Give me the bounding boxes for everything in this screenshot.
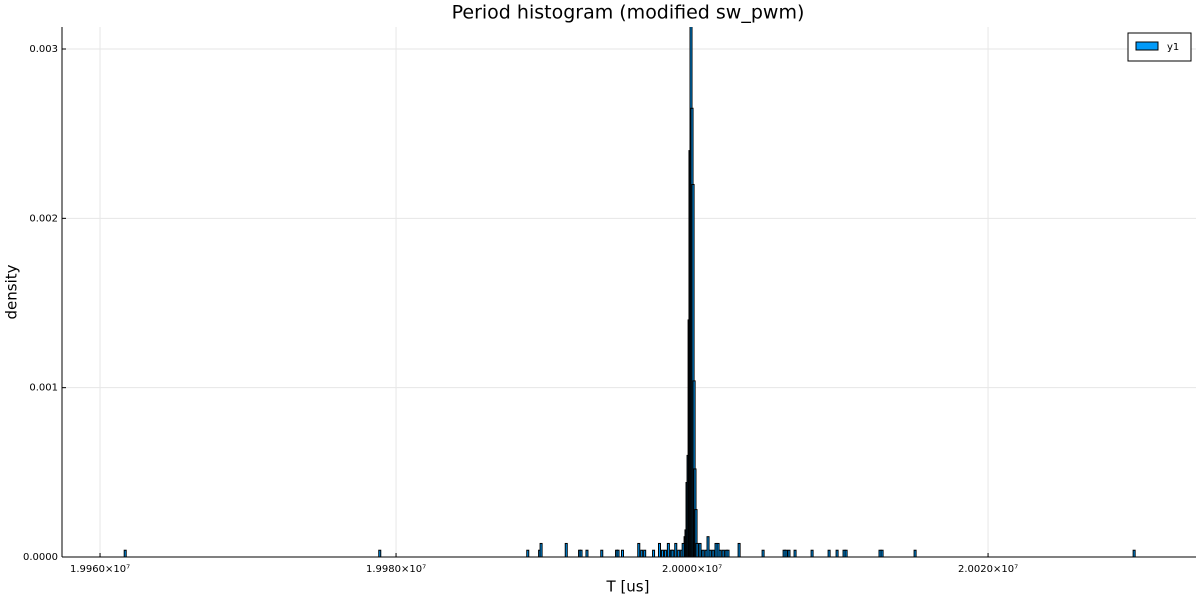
bar: [378, 549, 382, 557]
bar: [784, 549, 788, 557]
bar: [674, 542, 678, 557]
bar: [698, 542, 702, 557]
x-tick-label: 2.0020×10⁷: [958, 564, 1018, 575]
bar: [737, 542, 741, 557]
legend-label: y1: [1167, 42, 1179, 53]
legend-swatch: [1135, 41, 1159, 51]
bar: [637, 542, 641, 557]
bar: [564, 542, 568, 557]
bar: [793, 549, 797, 557]
bar: [694, 509, 698, 557]
bar: [827, 549, 831, 557]
bar: [539, 542, 543, 557]
bar: [657, 542, 661, 557]
bar: [1132, 549, 1136, 557]
bar: [721, 549, 725, 557]
bar: [526, 549, 530, 557]
x-tick-label: 1.9960×10⁷: [70, 564, 130, 575]
bar: [711, 549, 715, 557]
x-tick-label: 2.0000×10⁷: [662, 564, 722, 575]
bar: [652, 549, 656, 557]
y-tick-label: 0.0000: [23, 552, 58, 563]
x-axis-label: T [us]: [606, 578, 650, 596]
y-tick-label: 0.001: [29, 383, 58, 394]
bar: [835, 549, 839, 557]
bar: [643, 549, 647, 557]
bar: [600, 549, 604, 557]
bar: [616, 549, 620, 557]
bar: [810, 549, 814, 557]
bar: [761, 549, 765, 557]
bar: [677, 549, 681, 557]
bar: [663, 549, 667, 557]
bar: [880, 549, 884, 557]
bar: [620, 549, 624, 557]
bar: [718, 549, 722, 557]
bar: [844, 549, 848, 557]
bar: [695, 542, 699, 557]
x-tick-label: 1.9980×10⁷: [366, 564, 426, 575]
y-axis-label: density: [3, 264, 21, 319]
bar: [640, 549, 644, 557]
bar: [585, 549, 589, 557]
bar: [123, 549, 127, 557]
bar: [913, 549, 917, 557]
bar: [708, 549, 712, 557]
y-tick-label: 0.003: [29, 44, 58, 55]
bar: [691, 183, 695, 557]
bar: [660, 549, 664, 557]
y-tick-label: 0.002: [29, 213, 58, 224]
bar: [579, 549, 583, 557]
bar: [701, 549, 705, 557]
bar: [666, 542, 670, 557]
chart-title: Period histogram (modified sw_pwm): [452, 2, 805, 24]
bar: [671, 549, 675, 557]
bar: [726, 549, 730, 557]
bar: [787, 549, 791, 557]
